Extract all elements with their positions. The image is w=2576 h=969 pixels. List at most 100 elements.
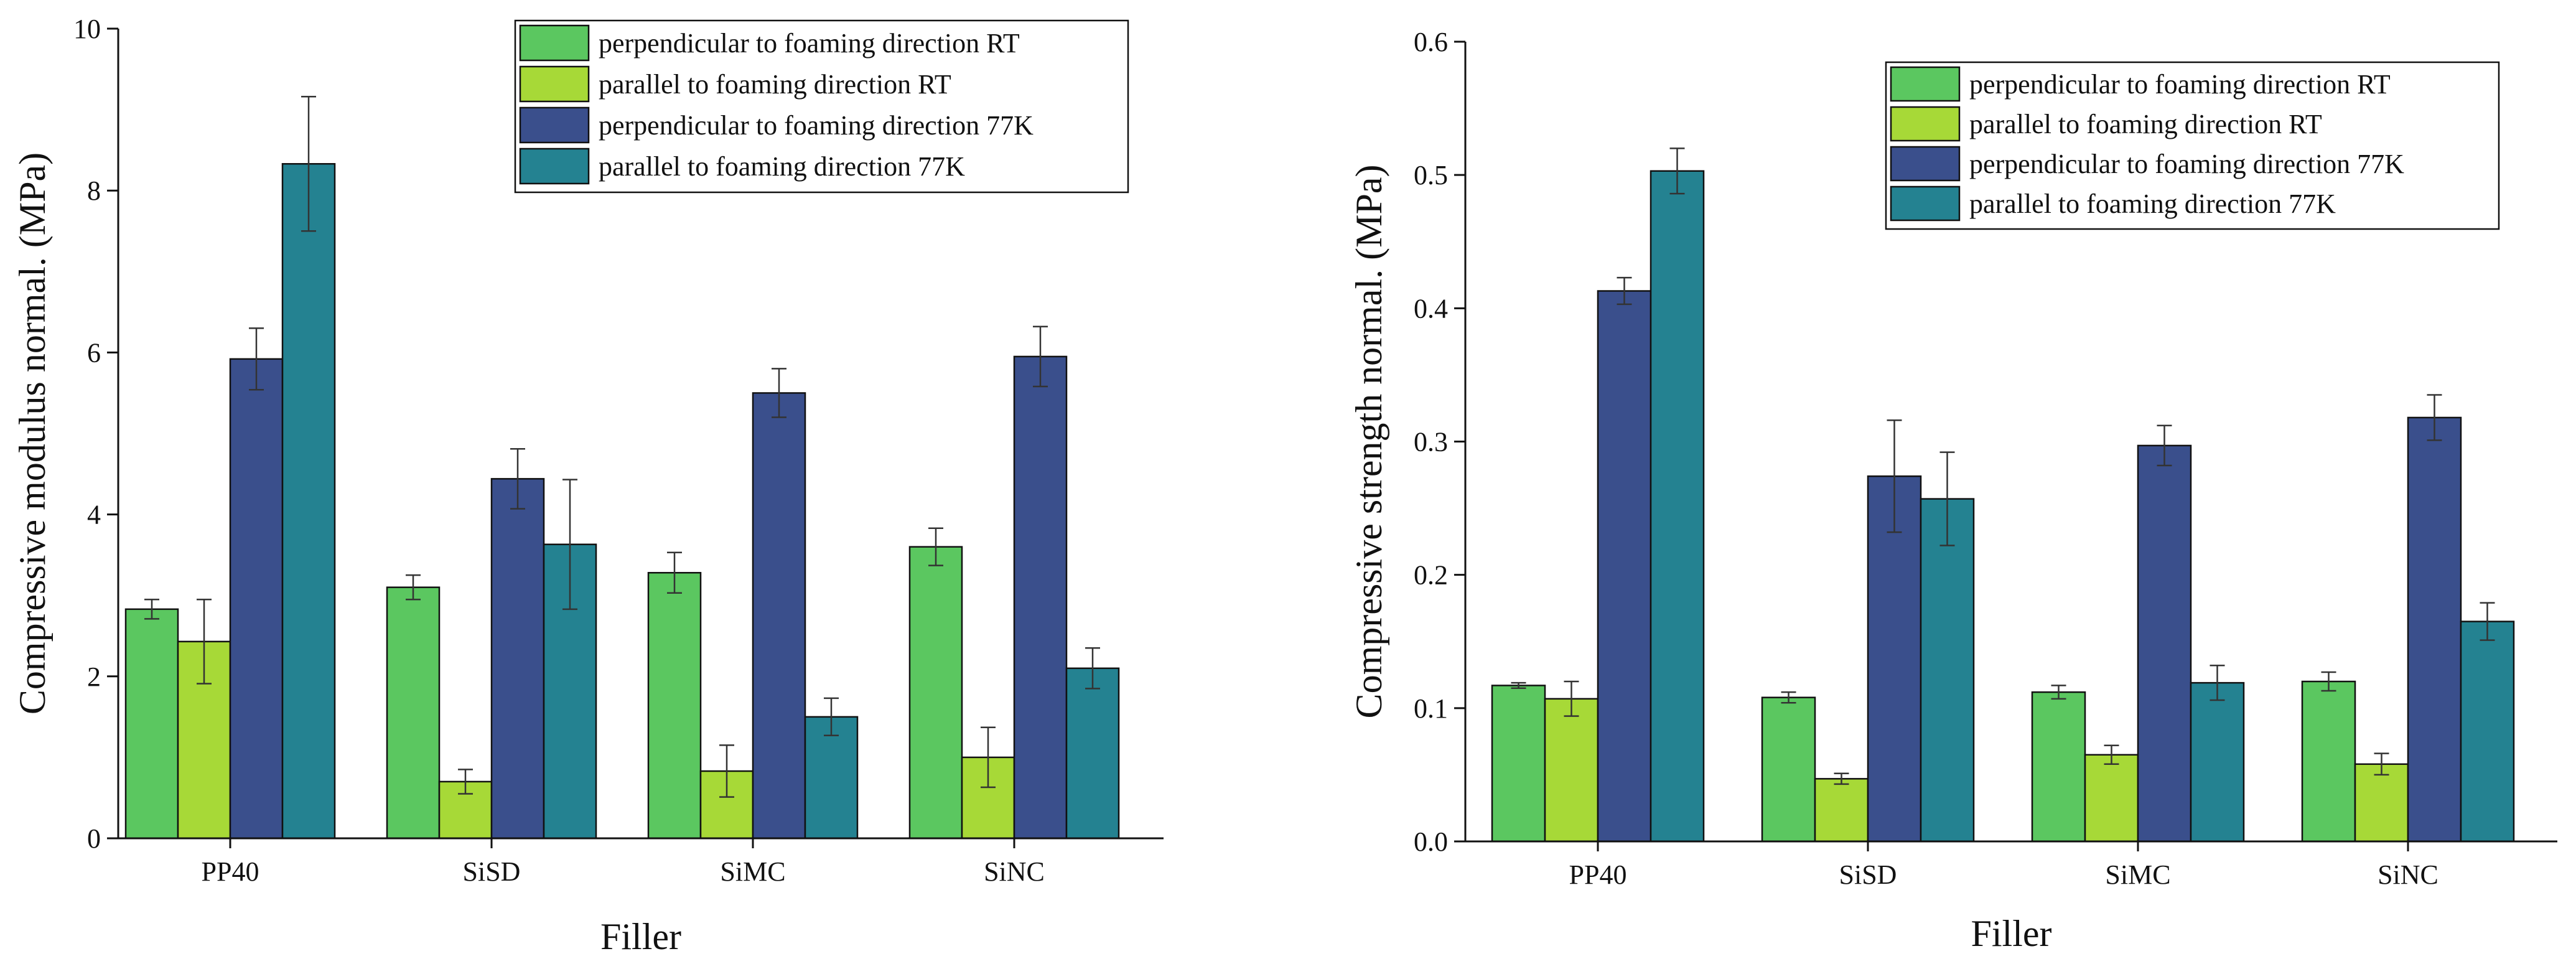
- x-tick-label-pp40: PP40: [1569, 859, 1627, 890]
- legend-swatch-series-3: [1890, 146, 1961, 182]
- error-bar-pp40-series-3: [1617, 276, 1632, 306]
- x-tick-label-sinc: SiNC: [984, 856, 1045, 887]
- legend-label-series-1: perpendicular to foaming direction RT: [599, 28, 1020, 59]
- bar-sinc-series-3: [2407, 416, 2462, 843]
- error-bar-sinc-series-3: [1033, 325, 1048, 388]
- x-axis-title: Filler: [600, 916, 681, 957]
- error-bar-simc-series-1: [667, 551, 682, 594]
- legend-swatch-series-4: [519, 147, 590, 185]
- x-tick-label-simc: SiMC: [2105, 859, 2170, 890]
- bar-pp40-series-1: [1491, 685, 1546, 843]
- y-tick-label: 10: [73, 14, 101, 44]
- bar-pp40-series-4: [281, 163, 336, 840]
- legend-swatch-series-3: [519, 106, 590, 144]
- y-tick-label: 0.1: [1414, 693, 1448, 724]
- error-bar-simc-series-2: [719, 744, 734, 798]
- legend-swatch-series-1: [1890, 66, 1961, 102]
- bar-sinc-series-4: [1065, 667, 1120, 840]
- y-tick-label: 0: [87, 823, 101, 854]
- error-bar-simc-series-3: [2157, 424, 2172, 467]
- legend-label-series-2: parallel to foaming direction RT: [1969, 109, 2322, 139]
- bar-sinc-series-2: [2354, 763, 2409, 843]
- legend-swatch-series-4: [1890, 185, 1961, 222]
- y-axis-title: Compressive strength normal. (MPa): [1348, 165, 1389, 719]
- legend-swatch-series-2: [1890, 106, 1961, 142]
- error-bar-simc-series-1: [2051, 685, 2066, 700]
- error-bar-sinc-series-2: [2374, 752, 2389, 776]
- x-tick-label-sisd: SiSD: [463, 856, 521, 887]
- bar-simc-series-4: [2190, 681, 2245, 843]
- error-bar-pp40-series-4: [1669, 147, 1685, 195]
- bar-sisd-series-2: [1814, 778, 1869, 843]
- bar-simc-series-2: [2084, 754, 2139, 843]
- error-bar-pp40-series-4: [301, 96, 316, 232]
- bar-pp40-series-1: [124, 608, 179, 840]
- error-bar-sisd-series-2: [458, 769, 473, 795]
- bar-simc-series-3: [2137, 444, 2192, 843]
- legend-label-series-4: parallel to foaming direction 77K: [599, 151, 965, 182]
- error-bar-sinc-series-3: [2427, 394, 2442, 441]
- error-bar-sisd-series-1: [406, 574, 421, 601]
- bar-sisd-series-1: [386, 586, 441, 840]
- legend: perpendicular to foaming direction RT par…: [514, 19, 1129, 194]
- y-tick-label: 0.6: [1414, 27, 1448, 57]
- error-bar-sinc-series-1: [2321, 671, 2336, 692]
- legend-label-series-1: perpendicular to foaming direction RT: [1969, 69, 2391, 100]
- error-bar-sisd-series-4: [1939, 451, 1955, 546]
- bar-simc-series-1: [647, 572, 702, 840]
- bar-sinc-series-4: [2460, 620, 2515, 843]
- error-bar-sinc-series-1: [928, 527, 943, 566]
- y-tick-label: 0.3: [1414, 427, 1448, 457]
- error-bar-simc-series-4: [824, 697, 839, 737]
- error-bar-pp40-series-3: [249, 327, 264, 391]
- y-tick-label: 8: [87, 176, 101, 206]
- error-bar-sinc-series-2: [981, 726, 996, 789]
- legend-label-series-3: perpendicular to foaming direction 77K: [599, 110, 1034, 141]
- bar-simc-series-4: [804, 716, 859, 840]
- y-tick-label: 0.0: [1414, 826, 1448, 857]
- legend-label-series-2: parallel to foaming direction RT: [599, 69, 951, 100]
- bar-pp40-series-3: [1597, 290, 1652, 843]
- bar-simc-series-3: [752, 392, 806, 840]
- bar-sinc-series-1: [908, 546, 963, 840]
- y-axis-title: Compressive modulus normal. (MPa): [12, 152, 53, 714]
- bar-simc-series-1: [2031, 691, 2086, 843]
- legend-label-series-3: perpendicular to foaming direction 77K: [1969, 149, 2404, 179]
- error-bar-sinc-series-4: [1085, 647, 1100, 690]
- strength-chart-panel: 0.0 0.1 0.2 0.3 0.4 0.5 0.6 PP40 SiSD SiMC SiNC Fil…: [1348, 27, 2557, 954]
- legend-swatch-series-2: [519, 65, 590, 103]
- error-bar-simc-series-3: [772, 368, 786, 418]
- bar-pp40-series-2: [1544, 698, 1599, 843]
- bar-pp40-series-4: [1650, 170, 1705, 843]
- y-tick-label: 2: [87, 662, 101, 692]
- x-tick-label-pp40: PP40: [202, 856, 259, 887]
- error-bar-sisd-series-1: [1781, 691, 1796, 704]
- bar-sisd-series-4: [1920, 498, 1975, 843]
- y-tick-label: 0.5: [1414, 160, 1448, 190]
- y-tick-label: 6: [87, 337, 101, 368]
- legend-label-series-4: parallel to foaming direction 77K: [1969, 189, 2336, 219]
- error-bar-sisd-series-3: [510, 447, 525, 510]
- bar-pp40-series-3: [229, 358, 284, 840]
- x-axis-title: Filler: [1971, 913, 2052, 954]
- legend-swatch-series-1: [519, 24, 590, 62]
- error-bar-pp40-series-1: [144, 598, 159, 620]
- bar-sisd-series-1: [1761, 696, 1816, 843]
- bar-sinc-series-3: [1013, 355, 1068, 840]
- error-bar-sisd-series-2: [1834, 772, 1849, 785]
- error-bar-pp40-series-1: [1511, 681, 1526, 689]
- bar-sisd-series-3: [1867, 475, 1922, 843]
- y-tick-label: 0.4: [1414, 293, 1448, 324]
- legend: perpendicular to foaming direction RT par…: [1885, 61, 2500, 230]
- bar-sisd-series-3: [490, 478, 545, 840]
- error-bar-pp40-series-2: [197, 598, 212, 685]
- error-bar-simc-series-4: [2210, 665, 2225, 701]
- x-tick-label-simc: SiMC: [720, 856, 785, 887]
- error-bar-simc-series-2: [2104, 744, 2119, 765]
- error-bar-sinc-series-4: [2480, 602, 2495, 641]
- y-tick-label: 0.2: [1414, 560, 1448, 591]
- error-bar-sisd-series-3: [1887, 419, 1902, 533]
- modulus-chart-panel: 0 2 4 6 8 10 PP40 SiSD SiMC SiNC Filler Compressive…: [12, 14, 1164, 957]
